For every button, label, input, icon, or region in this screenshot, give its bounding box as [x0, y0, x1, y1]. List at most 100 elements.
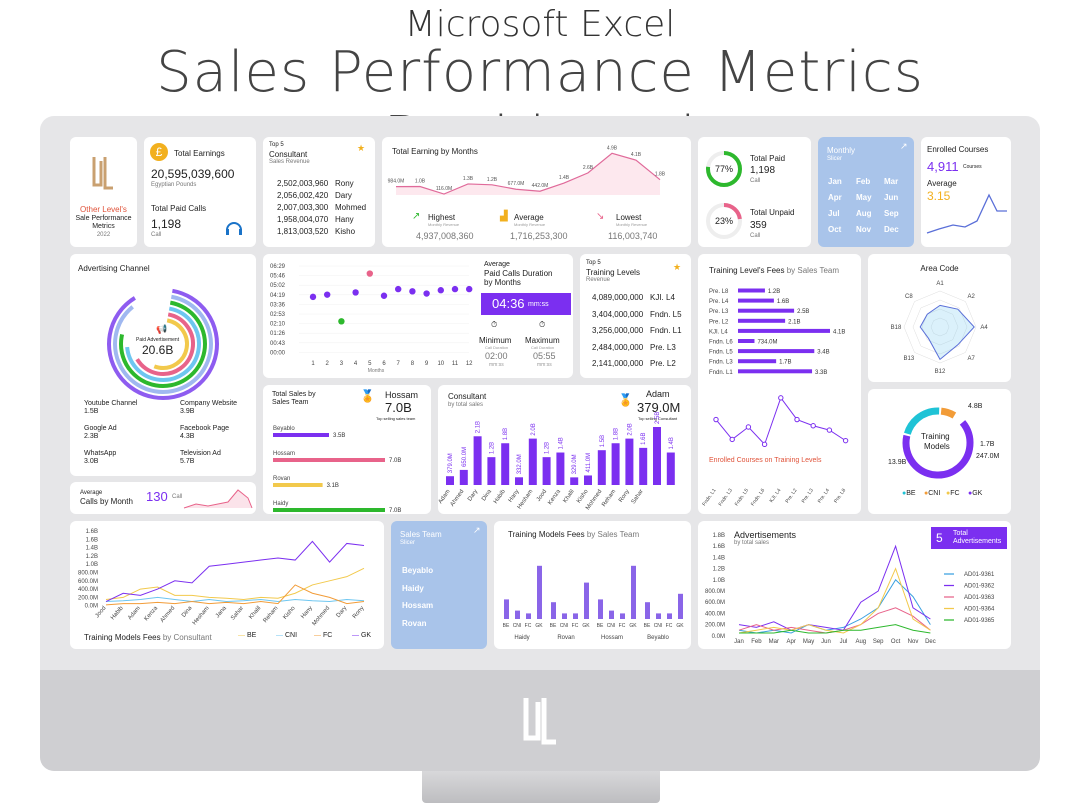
avg-calls-title1: Average	[80, 490, 103, 496]
ads-x-tick: Dec	[925, 639, 936, 645]
highest-value: 4,937,008,360	[416, 231, 474, 241]
expand-icon[interactable]: ↗	[900, 141, 908, 151]
month-slicer-item[interactable]: Jun	[884, 193, 899, 202]
mbt-model-tick: FC	[525, 623, 532, 629]
mbc-legend-item: — CNI	[276, 632, 298, 639]
month-slicer-item[interactable]: Dec	[884, 225, 899, 234]
duration-chart: 06:29 05:46 05:02 04:19 03:36 02:53 02:10 01:26…	[270, 264, 473, 374]
mbc-series-line	[105, 567, 365, 600]
duration-y-tick: 05:02	[270, 283, 286, 289]
ads-title: Advertisements	[734, 530, 797, 540]
ads-x-tick: Sep	[873, 639, 884, 645]
month-slicer-item[interactable]: Oct	[828, 225, 842, 234]
training-models-card: Training Models 4.8B 1.7B 247.0M 13.9B ●…	[868, 389, 1011, 514]
level-fees-chart: Pre. L8 1.2B Pre. L4 1.6B Pre. L3 2.5B Pre. L2…	[701, 288, 849, 508]
mbt-bar	[678, 593, 683, 619]
mbc-x-tick: Dina	[181, 605, 194, 619]
month-slicer-item[interactable]: Aug	[856, 209, 872, 218]
sales-slicer-expand-icon[interactable]: ↗	[473, 525, 481, 535]
mbc-x-tick: Dary	[336, 605, 349, 619]
ads-count-box: 5 Total Advertisements	[931, 527, 1007, 549]
sales-slicer-item[interactable]: Hossam	[402, 601, 434, 610]
level-fees-category: Pre. L8	[709, 289, 729, 295]
ads-count-label2: Advertisements	[953, 538, 1002, 545]
level-fees-category: Fndn. L1	[709, 370, 733, 376]
headset-icon	[226, 222, 242, 235]
mbt-title-a: Training Models Fees	[508, 530, 585, 539]
radar-grid	[903, 290, 977, 364]
mbc-x-tick: Adam	[127, 605, 142, 621]
level-row-name: Fndn. L1	[650, 326, 682, 335]
mbc-x-tick: Mohmed	[312, 605, 332, 627]
down-arrow-icon: ↘	[596, 211, 605, 222]
ads-x-tick: Feb	[751, 639, 762, 645]
legend-dot: ●BE	[902, 490, 916, 497]
level-row-name: Fndn. L5	[650, 309, 682, 319]
month-slicer-item[interactable]: Mar	[884, 177, 899, 186]
logo-line1: Other Level's	[80, 205, 127, 214]
earning-months-chart: 984.0M 1.0B 116.0M 1.3B 1.2B 677.0M 442.0M 1.4B…	[388, 145, 666, 195]
consultant-row-value: 2,007,003,300	[277, 203, 329, 212]
month-slicer-item[interactable]: Jul	[828, 209, 840, 218]
ads-x-tick: Oct	[891, 639, 901, 645]
duration-point	[352, 289, 359, 296]
mbc-y-tick: 800.0M	[78, 571, 98, 577]
mbt-bar	[656, 613, 661, 619]
radar-label: A7	[967, 356, 975, 362]
enrolled-levels-point	[810, 423, 816, 429]
consultant-bar-label: 2.0B	[627, 423, 633, 435]
max-unit: mm:ss	[537, 362, 552, 368]
mbt-bar	[598, 599, 603, 619]
mbc-x-tick: Khalil	[248, 605, 262, 620]
sales-team-title1: Total Sales by	[272, 391, 316, 398]
consultant-bar-label: 329.0M	[572, 454, 578, 474]
advertisements-chart: 1.8B 1.6B 1.4B 1.2B 1.0B 800.0M 600.0M 400.0M 20…	[705, 533, 995, 645]
ads-x-tick: May	[803, 639, 814, 645]
enrolled-levels-x-tick: Fndn. L5	[734, 488, 750, 508]
level-fees-label: 3.3B	[815, 370, 827, 376]
consultant-x-tick: Dina	[481, 488, 493, 502]
month-slicer-item[interactable]: May	[856, 193, 872, 202]
models-v2: 247.0M	[976, 453, 1000, 460]
earnings-card: £ Total Earnings 20,595,039,600 Egyptian…	[144, 137, 256, 247]
sales-team-name: Rovan	[273, 476, 290, 482]
sales-team-label: 3.5B	[333, 433, 345, 439]
consultant-row-name: Kisho	[335, 227, 356, 236]
month-slicer-item[interactable]: Sep	[884, 209, 899, 218]
earning-months-card: Total Earning by Months 984.0M 1.0B 116.0M…	[382, 137, 691, 247]
ads-count-label1: Total	[953, 530, 968, 537]
enrolled-levels-x-tick: Fndn. L6	[750, 488, 766, 508]
enrolled-avg-value: 3.15	[927, 189, 951, 203]
month-slicer-item[interactable]: Apr	[828, 193, 842, 202]
consultant-x-tick: Reham	[601, 489, 617, 508]
ads-series-line	[738, 579, 931, 634]
highest-label: Highest	[428, 213, 456, 222]
mbt-bar	[526, 613, 531, 619]
sales-slicer-item[interactable]: Rovan	[402, 618, 427, 628]
mbc-x-tick: Hesham	[192, 605, 211, 626]
mbc-y-tick: 1.2B	[86, 554, 98, 560]
channel-name: WhatsApp	[84, 450, 117, 457]
lowest-sub: Monthly Revenue	[616, 222, 648, 227]
max-value: 05:55	[533, 351, 556, 361]
month-slicer-item[interactable]: Nov	[856, 225, 872, 234]
level-fees-label: 2.5B	[797, 309, 809, 315]
channel-name: Youtube Channel	[84, 400, 138, 407]
ads-legend-label: AD01-9365	[964, 618, 995, 624]
month-slicer-item[interactable]: Feb	[856, 177, 871, 186]
sales-slicer-item[interactable]: Beyablo	[402, 566, 434, 575]
month-slicer-item[interactable]: Jan	[828, 177, 842, 186]
mbt-team-tick: Rovan	[557, 635, 574, 641]
levels-sub: Revenue	[586, 277, 611, 283]
sales-team-bar	[273, 458, 385, 462]
sales-slicer-item[interactable]: Haidy	[402, 583, 424, 593]
models-title2: Models	[924, 442, 950, 451]
duration-card: 06:29 05:46 05:02 04:19 03:36 02:53 02:10 01:26…	[263, 254, 573, 378]
consultant-bar-label: 1.8B	[614, 428, 620, 440]
duration-y-tick: 00:43	[270, 341, 286, 347]
consultant-row-name: Mohmed	[335, 203, 367, 212]
radar-grid	[930, 317, 950, 337]
consultant-bar-label: 411.0M	[586, 453, 592, 473]
duration-point	[366, 270, 373, 277]
sales-top-sub: Top selling sales team	[376, 416, 416, 421]
